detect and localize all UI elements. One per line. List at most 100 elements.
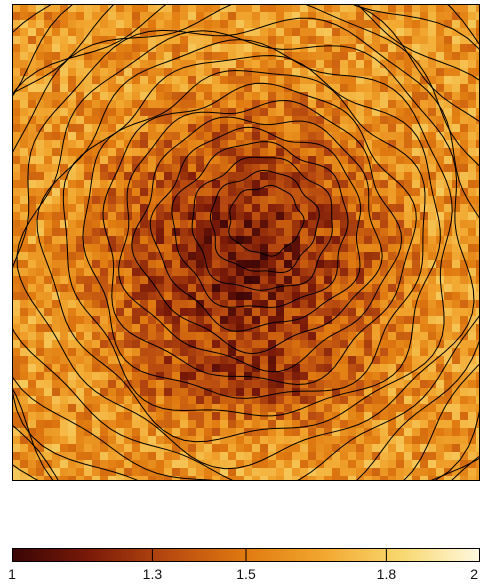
- heatmap-cell: [396, 404, 404, 412]
- heatmap-cell: [92, 316, 100, 324]
- heatmap-cell: [12, 156, 20, 164]
- heatmap-cell: [340, 252, 348, 260]
- heatmap-cell: [316, 436, 324, 444]
- heatmap-cell: [396, 308, 404, 316]
- heatmap-cell: [324, 220, 332, 228]
- heatmap-cell: [100, 268, 108, 276]
- heatmap-cell: [276, 76, 284, 84]
- heatmap-cell: [76, 132, 84, 140]
- heatmap-cell: [372, 404, 380, 412]
- heatmap-cell: [340, 476, 348, 481]
- heatmap-cell: [68, 12, 76, 20]
- heatmap-cell: [388, 20, 396, 28]
- heatmap-cell: [180, 124, 188, 132]
- heatmap-cell: [308, 12, 316, 20]
- heatmap-cell: [156, 380, 164, 388]
- heatmap-cell: [140, 324, 148, 332]
- heatmap-cell: [100, 356, 108, 364]
- heatmap-cell: [444, 148, 452, 156]
- heatmap-cell: [460, 196, 468, 204]
- heatmap-cell: [228, 340, 236, 348]
- heatmap-cell: [52, 180, 60, 188]
- heatmap-cell: [348, 4, 356, 12]
- heatmap-cell: [156, 68, 164, 76]
- heatmap-cell: [140, 284, 148, 292]
- heatmap-cell: [20, 428, 28, 436]
- heatmap-cell: [28, 140, 36, 148]
- heatmap-cell: [84, 340, 92, 348]
- heatmap-cell: [452, 348, 460, 356]
- heatmap-cell: [44, 236, 52, 244]
- heatmap-cell: [140, 212, 148, 220]
- heatmap-cell: [100, 308, 108, 316]
- heatmap-cell: [92, 276, 100, 284]
- heatmap-cell: [172, 164, 180, 172]
- heatmap-cell: [324, 372, 332, 380]
- heatmap-cell: [476, 92, 480, 100]
- heatmap-cell: [452, 428, 460, 436]
- heatmap-cell: [372, 364, 380, 372]
- heatmap-cell: [268, 212, 276, 220]
- heatmap-cell: [364, 460, 372, 468]
- heatmap-cell: [100, 252, 108, 260]
- heatmap-cell: [252, 284, 260, 292]
- heatmap-cell: [364, 148, 372, 156]
- heatmap-cell: [300, 396, 308, 404]
- heatmap-cell: [340, 404, 348, 412]
- heatmap-cell: [476, 4, 480, 12]
- heatmap-cell: [268, 300, 276, 308]
- heatmap-cell: [140, 252, 148, 260]
- heatmap-cell: [188, 196, 196, 204]
- heatmap-cell: [124, 308, 132, 316]
- heatmap-cell: [468, 436, 476, 444]
- heatmap-cell: [396, 428, 404, 436]
- heatmap-cell: [76, 452, 84, 460]
- heatmap-cell: [140, 108, 148, 116]
- heatmap-cell: [444, 348, 452, 356]
- heatmap-cell: [468, 12, 476, 20]
- heatmap-cell: [140, 148, 148, 156]
- heatmap-cell: [36, 124, 44, 132]
- heatmap-cell: [84, 380, 92, 388]
- heatmap-cell: [172, 260, 180, 268]
- heatmap-cell: [260, 420, 268, 428]
- heatmap-cell: [420, 452, 428, 460]
- heatmap-cell: [220, 28, 228, 36]
- heatmap-cell: [204, 348, 212, 356]
- heatmap-cell: [180, 244, 188, 252]
- heatmap-cell: [284, 196, 292, 204]
- heatmap-cell: [140, 244, 148, 252]
- heatmap-cell: [220, 300, 228, 308]
- heatmap-cell: [148, 196, 156, 204]
- heatmap-cell: [252, 452, 260, 460]
- heatmap-cell: [292, 308, 300, 316]
- heatmap-cell: [236, 244, 244, 252]
- heatmap-cell: [300, 108, 308, 116]
- heatmap-cell: [276, 212, 284, 220]
- heatmap-cell: [116, 372, 124, 380]
- heatmap-cell: [284, 36, 292, 44]
- heatmap-cell: [468, 76, 476, 84]
- heatmap-cell: [268, 276, 276, 284]
- heatmap-cell: [20, 404, 28, 412]
- heatmap-cell: [100, 364, 108, 372]
- heatmap-cell: [284, 52, 292, 60]
- heatmap-cell: [444, 436, 452, 444]
- heatmap-cell: [308, 300, 316, 308]
- heatmap-cell: [252, 172, 260, 180]
- heatmap-cell: [172, 268, 180, 276]
- heatmap-cell: [252, 428, 260, 436]
- heatmap-cell: [12, 188, 20, 196]
- heatmap-cell: [36, 316, 44, 324]
- heatmap-cell: [108, 396, 116, 404]
- heatmap-cell: [444, 260, 452, 268]
- heatmap-cell: [404, 20, 412, 28]
- heatmap-cell: [332, 148, 340, 156]
- heatmap-cell: [92, 460, 100, 468]
- heatmap-cell: [476, 220, 480, 228]
- heatmap-cell: [228, 84, 236, 92]
- heatmap-cell: [188, 132, 196, 140]
- heatmap-cell: [20, 4, 28, 12]
- heatmap-cell: [164, 212, 172, 220]
- heatmap-cell: [428, 428, 436, 436]
